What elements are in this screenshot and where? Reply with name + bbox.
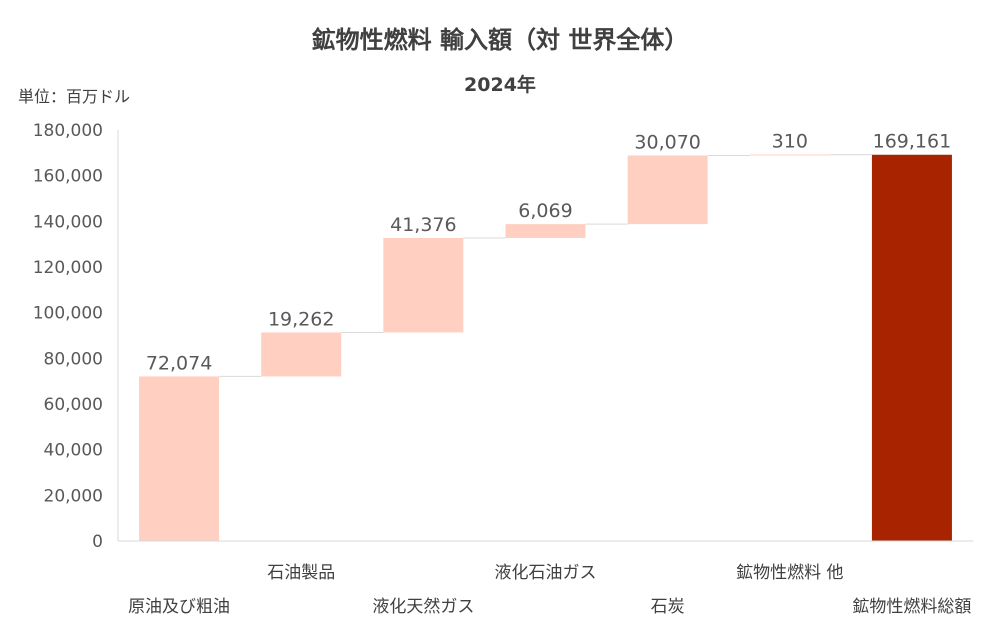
y-tick-label: 40,000 (44, 441, 103, 461)
category-label: 液化石油ガス (495, 563, 597, 583)
waterfall-bar (139, 376, 220, 541)
waterfall-bar (261, 332, 342, 377)
chart-subtitle: 2024年 (464, 74, 536, 96)
y-tick-label: 100,000 (33, 304, 103, 324)
category-label: 鉱物性燃料 他 (736, 563, 843, 583)
data-label: 41,376 (390, 214, 456, 236)
category-label: 石炭 (651, 597, 685, 617)
waterfall-bar (749, 154, 830, 156)
y-tick-label: 160,000 (33, 167, 103, 187)
y-tick-label: 180,000 (33, 121, 103, 141)
waterfall-bar (383, 237, 464, 333)
chart-title: 鉱物性燃料 輸入額（対 世界全体） (311, 26, 689, 54)
category-label: 鉱物性燃料総額 (852, 597, 971, 617)
y-tick-label: 80,000 (44, 349, 103, 369)
y-tick-label: 120,000 (33, 258, 103, 278)
data-label: 30,070 (634, 131, 700, 153)
waterfall-bar (871, 154, 952, 541)
data-label: 72,074 (146, 352, 212, 374)
y-tick-label: 140,000 (33, 212, 103, 232)
data-label: 19,262 (268, 308, 334, 330)
data-label: 169,161 (873, 131, 952, 153)
category-label: 液化天然ガス (372, 597, 474, 617)
waterfall-bar (627, 155, 708, 225)
waterfall-bar (505, 224, 586, 238)
y-tick-label: 0 (92, 532, 103, 552)
y-tick-label: 60,000 (44, 395, 103, 415)
data-label: 310 (772, 130, 808, 152)
category-label: 石油製品 (267, 563, 335, 583)
y-tick-label: 20,000 (44, 486, 103, 506)
unit-label: 単位：百万ドル (18, 87, 131, 106)
category-label: 原油及び粗油 (128, 597, 230, 617)
data-label: 6,069 (518, 200, 572, 222)
